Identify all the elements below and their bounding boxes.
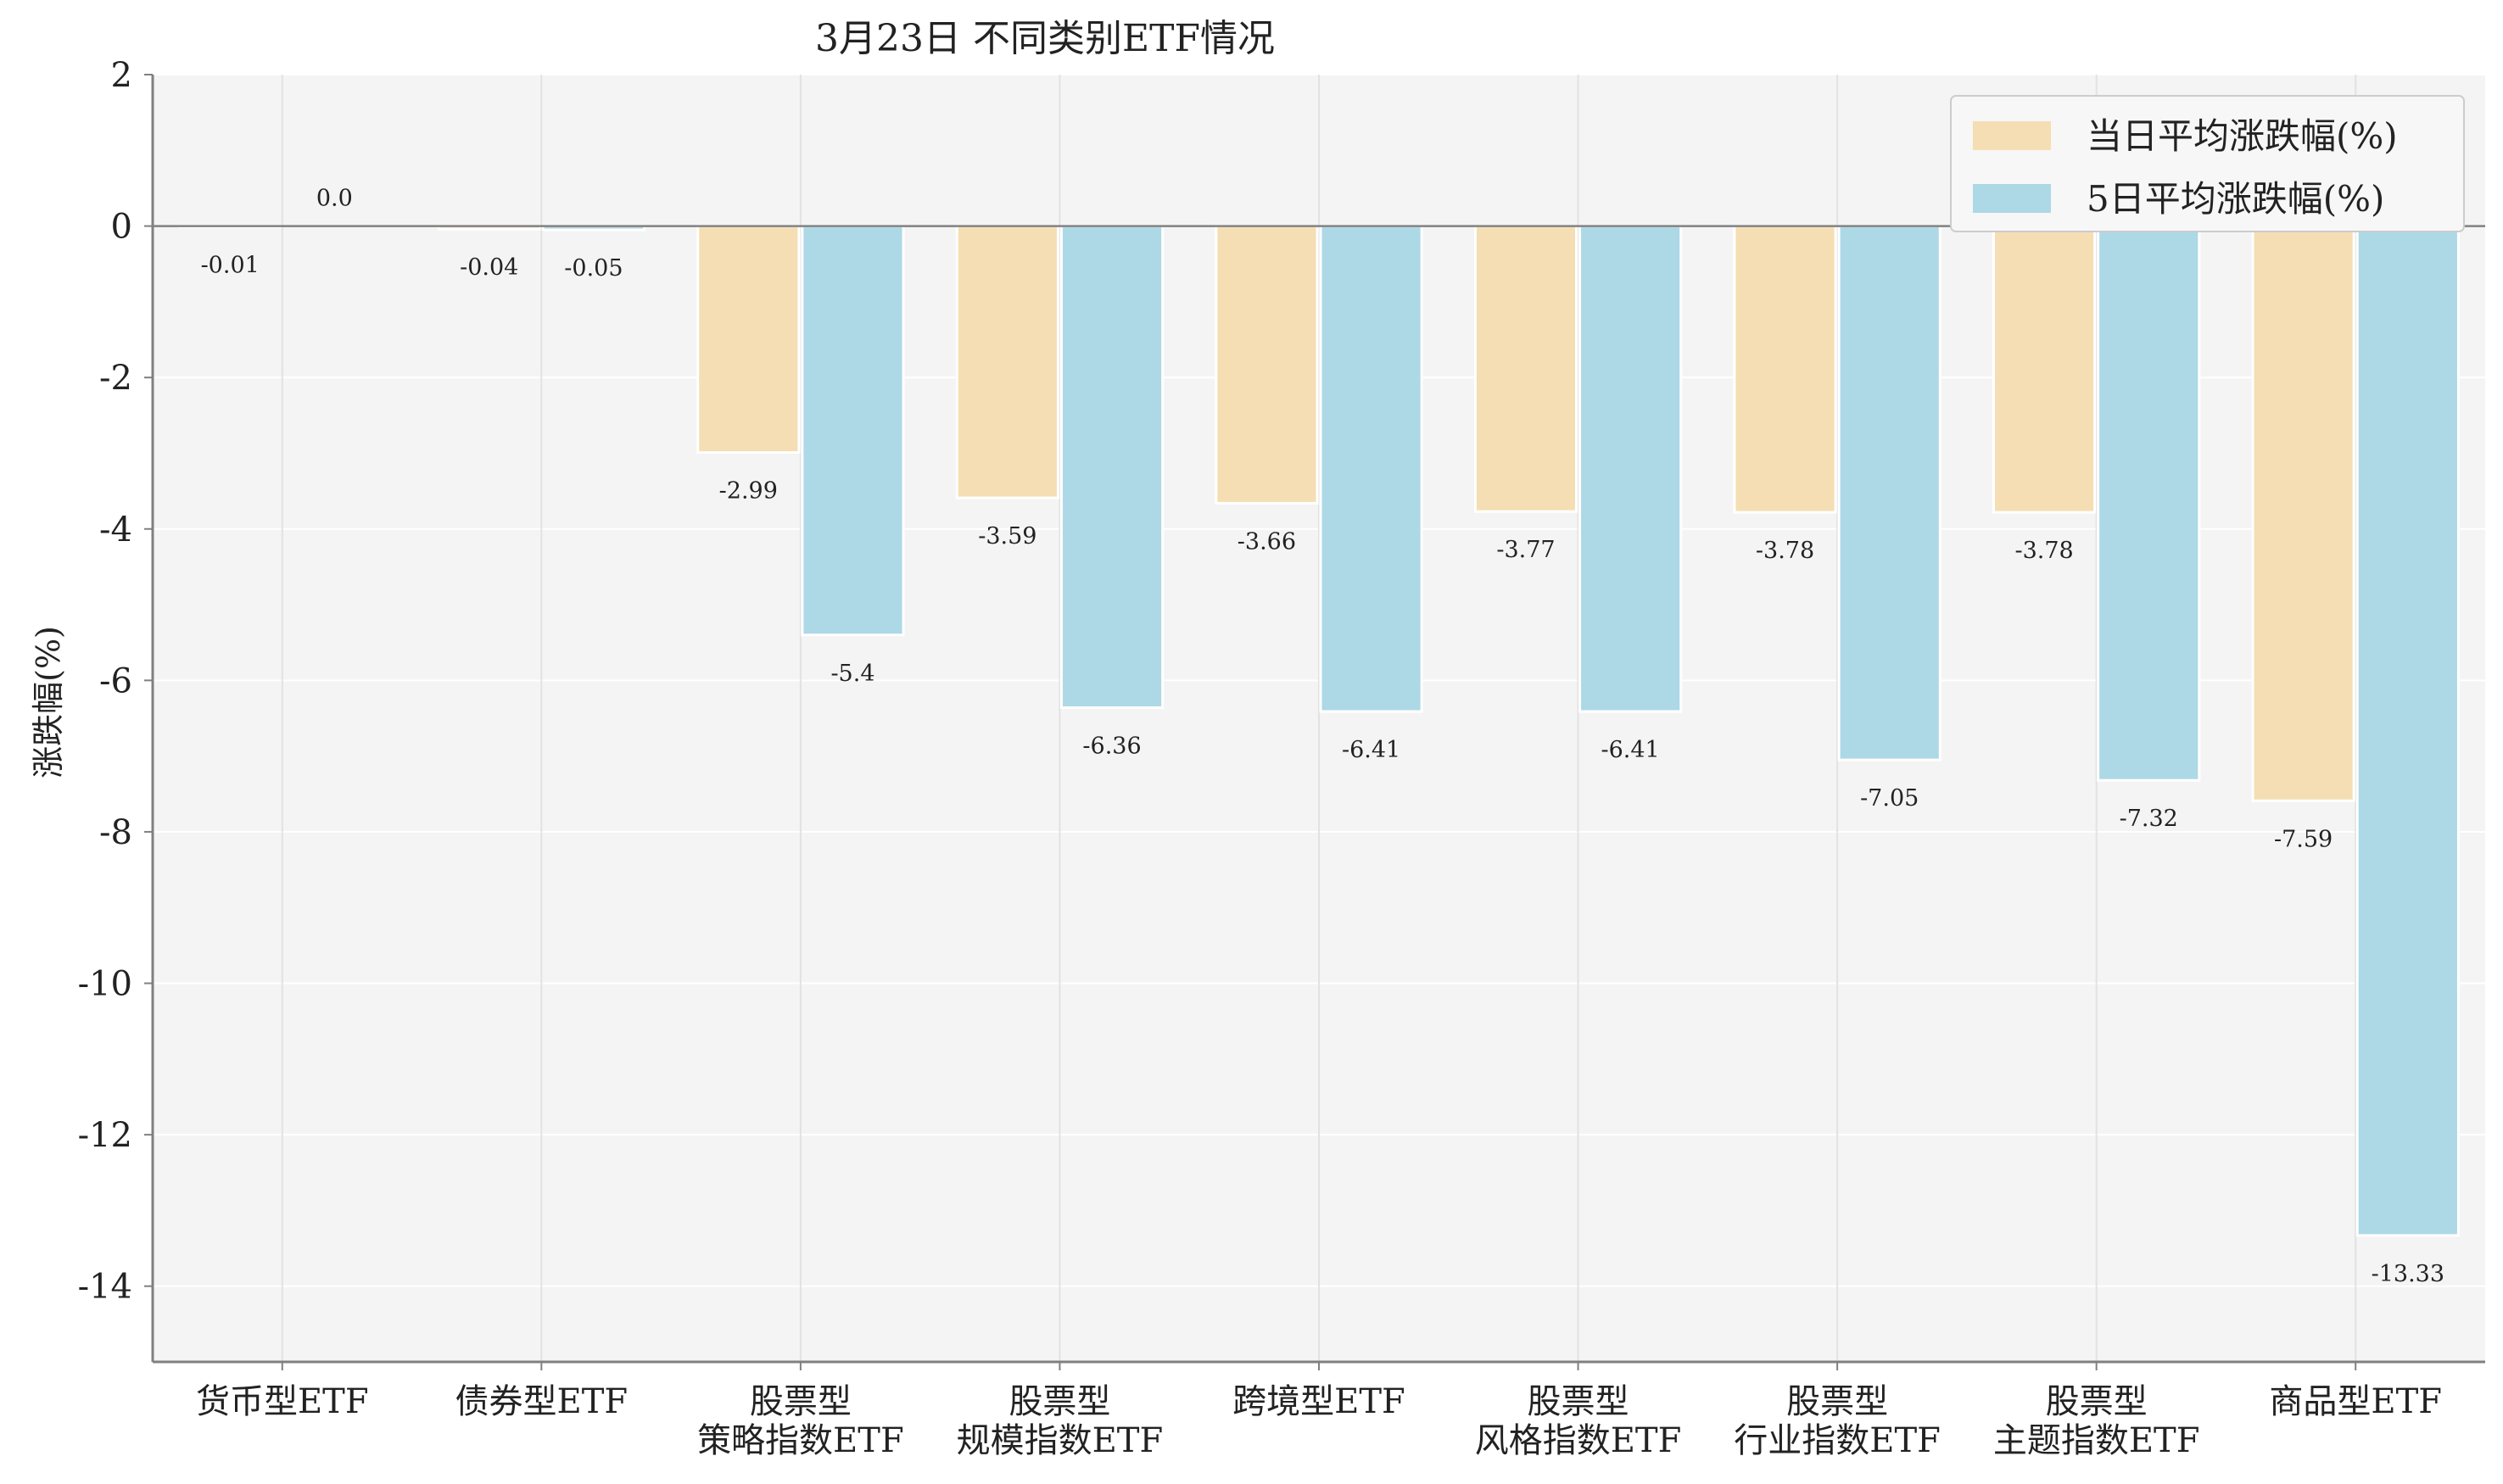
data-label: -0.05 [564,255,623,282]
y-tick-label: -6 [99,661,132,700]
data-label: 0.0 [316,186,353,212]
x-tick-label: 跨境型ETF [1232,1382,1405,1421]
y-tick-label: -8 [99,813,132,852]
bar-five-day[interactable] [1578,225,1683,713]
data-label: -3.59 [978,523,1036,550]
data-label: -13.33 [2372,1261,2444,1287]
data-label: -3.78 [2014,538,2073,564]
x-tick-label: 商品型ETF [2269,1382,2442,1421]
y-axis-label: 涨跌幅(%) [30,626,67,778]
legend-entry-label: 当日平均涨跌幅(%) [2087,115,2398,157]
bar-daily[interactable] [1215,225,1319,505]
bar-daily[interactable] [696,225,801,455]
bar-daily[interactable] [1473,225,1578,513]
data-label: -3.77 [1496,537,1555,563]
y-tick-label: 2 [111,56,132,95]
bar-daily[interactable] [955,225,1059,499]
bar-daily[interactable] [2251,225,2355,802]
bar-five-day[interactable] [801,225,905,637]
data-label: -6.36 [1082,733,1141,759]
data-label: -7.32 [2120,806,2178,832]
y-tick-label: -14 [78,1268,132,1307]
x-tick-label: 货币型ETF [196,1382,369,1421]
x-tick-label: 股票型风格指数ETF [1475,1382,1682,1460]
legend-entry-label: 5日平均涨跌幅(%) [2087,178,2384,220]
bar-five-day[interactable] [2097,225,2201,782]
legend-box [1950,95,2465,232]
data-label: -7.59 [2274,826,2333,852]
x-tick-label: 股票型规模指数ETF [957,1382,1164,1460]
data-label: -3.66 [1238,528,1296,555]
bar-daily[interactable] [1733,225,1837,514]
data-label: -6.41 [1342,737,1400,763]
x-tick-label: 债券型ETF [455,1382,629,1421]
bar-five-day[interactable] [1837,225,1942,762]
x-tick-label: 股票型行业指数ETF [1734,1382,1941,1460]
data-label: -5.4 [830,661,874,687]
y-tick-label: 0 [111,208,132,247]
chart-title: 3月23日 不同类别ETF情况 [815,17,1275,60]
y-tick-label: -12 [78,1116,132,1155]
bar-five-day[interactable] [1059,225,1165,709]
data-label: -2.99 [719,478,778,505]
data-label: -3.78 [1756,538,1814,564]
bar-daily[interactable] [1992,225,2097,514]
x-tick-label: 股票型主题指数ETF [1993,1382,2200,1460]
data-label: -0.01 [201,252,260,278]
data-label: -0.04 [460,254,518,281]
bar-five-day[interactable] [2355,225,2460,1237]
y-tick-label: -2 [99,359,132,398]
x-tick-label: 股票型策略指数ETF [697,1382,904,1460]
legend-swatch [1973,184,2051,213]
legend-swatch [1973,121,2051,150]
y-tick-label: -4 [99,510,132,550]
data-label: -6.41 [1601,737,1660,763]
data-label: -7.05 [1860,785,1919,812]
y-tick-label: -10 [78,965,132,1004]
bar-five-day[interactable] [1319,225,1423,713]
